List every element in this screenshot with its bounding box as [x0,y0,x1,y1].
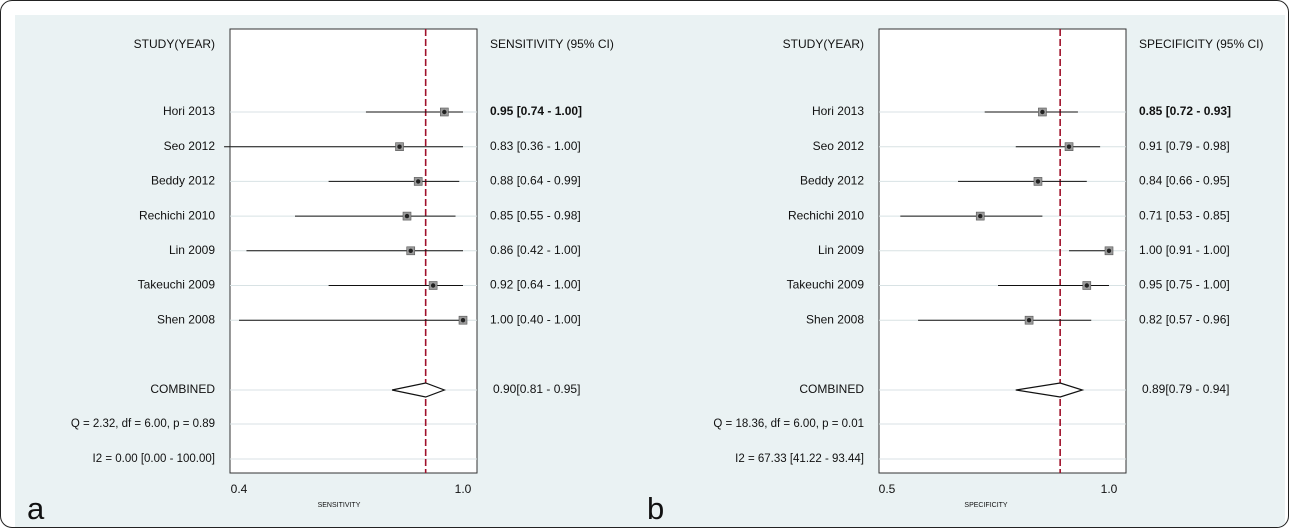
panel-b-combined-ci-text: 0.89[0.79 - 0.94] [1142,382,1229,396]
panel-a-combined-label: COMBINED [150,382,215,396]
panel-b-study-header: STUDY(YEAR) [783,37,864,51]
panel-b-tick-label: 1.0 [1101,482,1118,496]
panel-b-ci-header: SPECIFICITY (95% CI) [1139,37,1263,51]
panel-a-label: a [27,491,45,526]
panel-b-study-label: Beddy 2012 [800,174,864,188]
panel-b-combined-label: COMBINED [799,382,864,396]
panel-b-ci-text: 0.95 [0.75 - 1.00] [1139,278,1230,292]
panel-a-ci-text: 0.88 [0.64 - 0.99] [490,174,581,188]
panel-a-estimate-point [404,213,410,219]
panel-b-estimate-point [978,213,983,219]
panel-b-estimate-point [1084,283,1090,288]
panel-a-tick-label: 1.0 [455,482,472,496]
panel-b-tick-label: 0.5 [879,482,896,496]
panel-a-ci-text: 0.83 [0.36 - 1.00] [490,139,581,153]
panel-a-combined-diamond [391,382,447,398]
panel-a-tick-label: 0.4 [231,482,248,496]
panel-a-study-label: Hori 2013 [163,104,215,118]
panel-a-study-label: Shen 2008 [157,312,215,326]
panel-b-estimate-point [1066,144,1072,149]
panel-a-estimate-point [408,248,413,253]
panel-a-x-axis-label: SENSITIVITY [318,502,361,509]
panel-a-study-label: Beddy 2012 [151,174,215,188]
panel-b-label: b [647,491,665,526]
panel-b-ci-text: 0.71 [0.53 - 0.85] [1139,208,1230,222]
panel-b-estimate-point [1035,179,1041,184]
panel-a-estimate-point [460,318,466,323]
panel-a-ci-header: SENSITIVITY (95% CI) [490,37,614,51]
panel-a-study-label: Lin 2009 [169,243,215,257]
panel-a-study-label: Rechichi 2010 [139,208,215,222]
panel-a-ci-text: 1.00 [0.40 - 1.00] [490,312,581,326]
panel-b-estimate-point [1040,109,1045,115]
panel-a-estimate-point [397,144,402,149]
panel-b-study-label: Seo 2012 [813,139,865,153]
panel-b-q-statistic: Q = 18.36, df = 6.00, p = 0.01 [713,418,864,430]
panel-b-study-label: Takeuchi 2009 [787,278,865,292]
panel-a-estimate-point [430,283,436,288]
panel-a-estimate-point [442,109,447,115]
panel-a-study-header: STUDY(YEAR) [134,37,215,51]
panel-b-ci-text: 0.85 [0.72 - 0.93] [1139,104,1231,118]
panel-a-study-label: Takeuchi 2009 [138,278,216,292]
panel-b-study-label: Lin 2009 [818,243,864,257]
panel-b-i2-statistic: I2 = 67.33 [41.22 - 93.44] [735,453,864,465]
panel-b-study-label: Hori 2013 [812,104,864,118]
panel-a-estimate-point [416,179,421,184]
panel-b-x-axis-label: SPECIFICITY [964,502,1008,509]
panel-b-ci-text: 0.91 [0.79 - 0.98] [1139,139,1230,153]
panel-a-ci-text: 0.85 [0.55 - 0.98] [490,208,581,222]
panel-a-study-label: Seo 2012 [164,139,216,153]
panel-b-ci-text: 1.00 [0.91 - 1.00] [1139,243,1230,257]
panel-b-estimate-point [1026,318,1032,323]
panel-b-combined-diamond [1015,382,1085,398]
panel-b-estimate-point [1106,248,1112,253]
panel-a-q-statistic: Q = 2.32, df = 6.00, p = 0.89 [71,418,215,430]
panel-a-ci-text: 0.92 [0.64 - 1.00] [490,278,581,292]
panel-b-ci-text: 0.82 [0.57 - 0.96] [1139,312,1230,326]
panel-b-study-label: Rechichi 2010 [788,208,864,222]
panel-a-combined-ci-text: 0.90[0.81 - 0.95] [493,382,580,396]
panel-a-i2-statistic: I2 = 0.00 [0.00 - 100.00] [93,453,215,465]
panel-b-ci-text: 0.84 [0.66 - 0.95] [1139,174,1230,188]
panel-a-ci-text: 0.95 [0.74 - 1.00] [490,104,582,118]
panel-a-ci-text: 0.86 [0.42 - 1.00] [490,243,581,257]
panel-b-study-label: Shen 2008 [806,312,864,326]
